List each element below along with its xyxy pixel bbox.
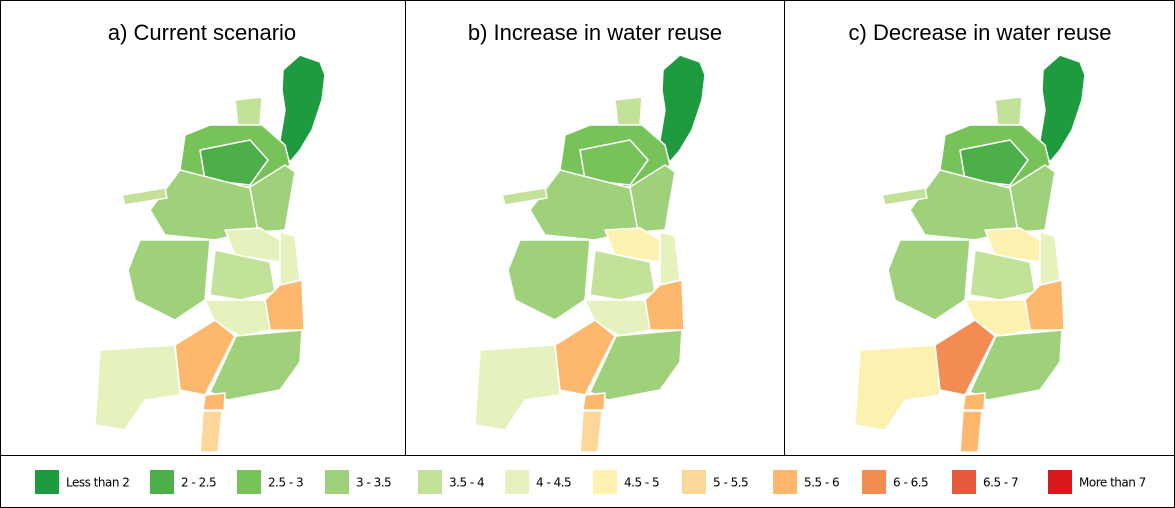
district [501,187,548,206]
district [204,299,271,337]
legend-label: 6.5 - 7 [983,476,1018,490]
district [582,392,606,411]
legend-label: 3.5 - 4 [449,476,484,490]
legend-swatch [862,470,886,494]
maps [94,54,1086,453]
district [579,410,603,453]
legend-swatch [505,470,529,494]
district [127,239,211,321]
district [209,249,276,301]
legend-label: 2 - 2.5 [181,476,216,490]
district [962,392,986,411]
legend-label: 4.5 - 5 [624,476,659,490]
legend-swatch [682,470,706,494]
district [1024,279,1065,331]
map [474,54,706,453]
map [94,54,326,453]
district [969,329,1063,401]
district [629,164,676,233]
district [1039,54,1086,163]
legend-swatch [150,470,174,494]
map [854,54,1086,453]
legend-label: 3 - 3.5 [356,476,391,490]
district [644,279,685,331]
district [589,249,656,301]
legend-swatch [593,470,617,494]
district [474,344,561,431]
legend-label: Less than 2 [66,476,129,490]
legend-swatch [325,470,349,494]
district [121,187,168,206]
district [94,344,181,431]
district [279,54,326,163]
legend-label: More than 7 [1079,476,1146,490]
legend-label: 5 - 5.5 [713,476,748,490]
district [887,239,971,321]
district [854,344,941,431]
district [959,139,1029,186]
district [959,410,983,453]
district [614,96,643,129]
district [584,299,651,337]
legend-swatch [952,470,976,494]
district [199,139,269,186]
legend-label: 2.5 - 3 [268,476,303,490]
panel-title: b) Increase in water reuse [468,20,722,45]
legend-swatch [773,470,797,494]
district [234,96,263,129]
district [507,239,591,321]
district [1009,164,1056,233]
district [199,410,223,453]
legend-label: 6 - 6.5 [893,476,928,490]
district [264,279,305,331]
legend-swatch [418,470,442,494]
district [589,329,683,401]
district [994,96,1023,129]
district [209,329,303,401]
district [881,187,928,206]
legend-label: 5.5 - 6 [804,476,839,490]
district [659,54,706,163]
legend-swatch [1048,470,1072,494]
district [202,392,226,411]
panel-title: c) Decrease in water reuse [849,20,1112,45]
district [964,299,1031,337]
legend: Less than 2 2 - 2.5 2.5 - 3 3 - 3.5 3.5 - 4 4… [35,470,1146,494]
legend-swatch [35,470,59,494]
district [969,249,1036,301]
panel-title: a) Current scenario [108,20,296,45]
legend-label: 4 - 4.5 [536,476,571,490]
district [249,164,296,233]
legend-swatch [237,470,261,494]
district [579,139,649,186]
